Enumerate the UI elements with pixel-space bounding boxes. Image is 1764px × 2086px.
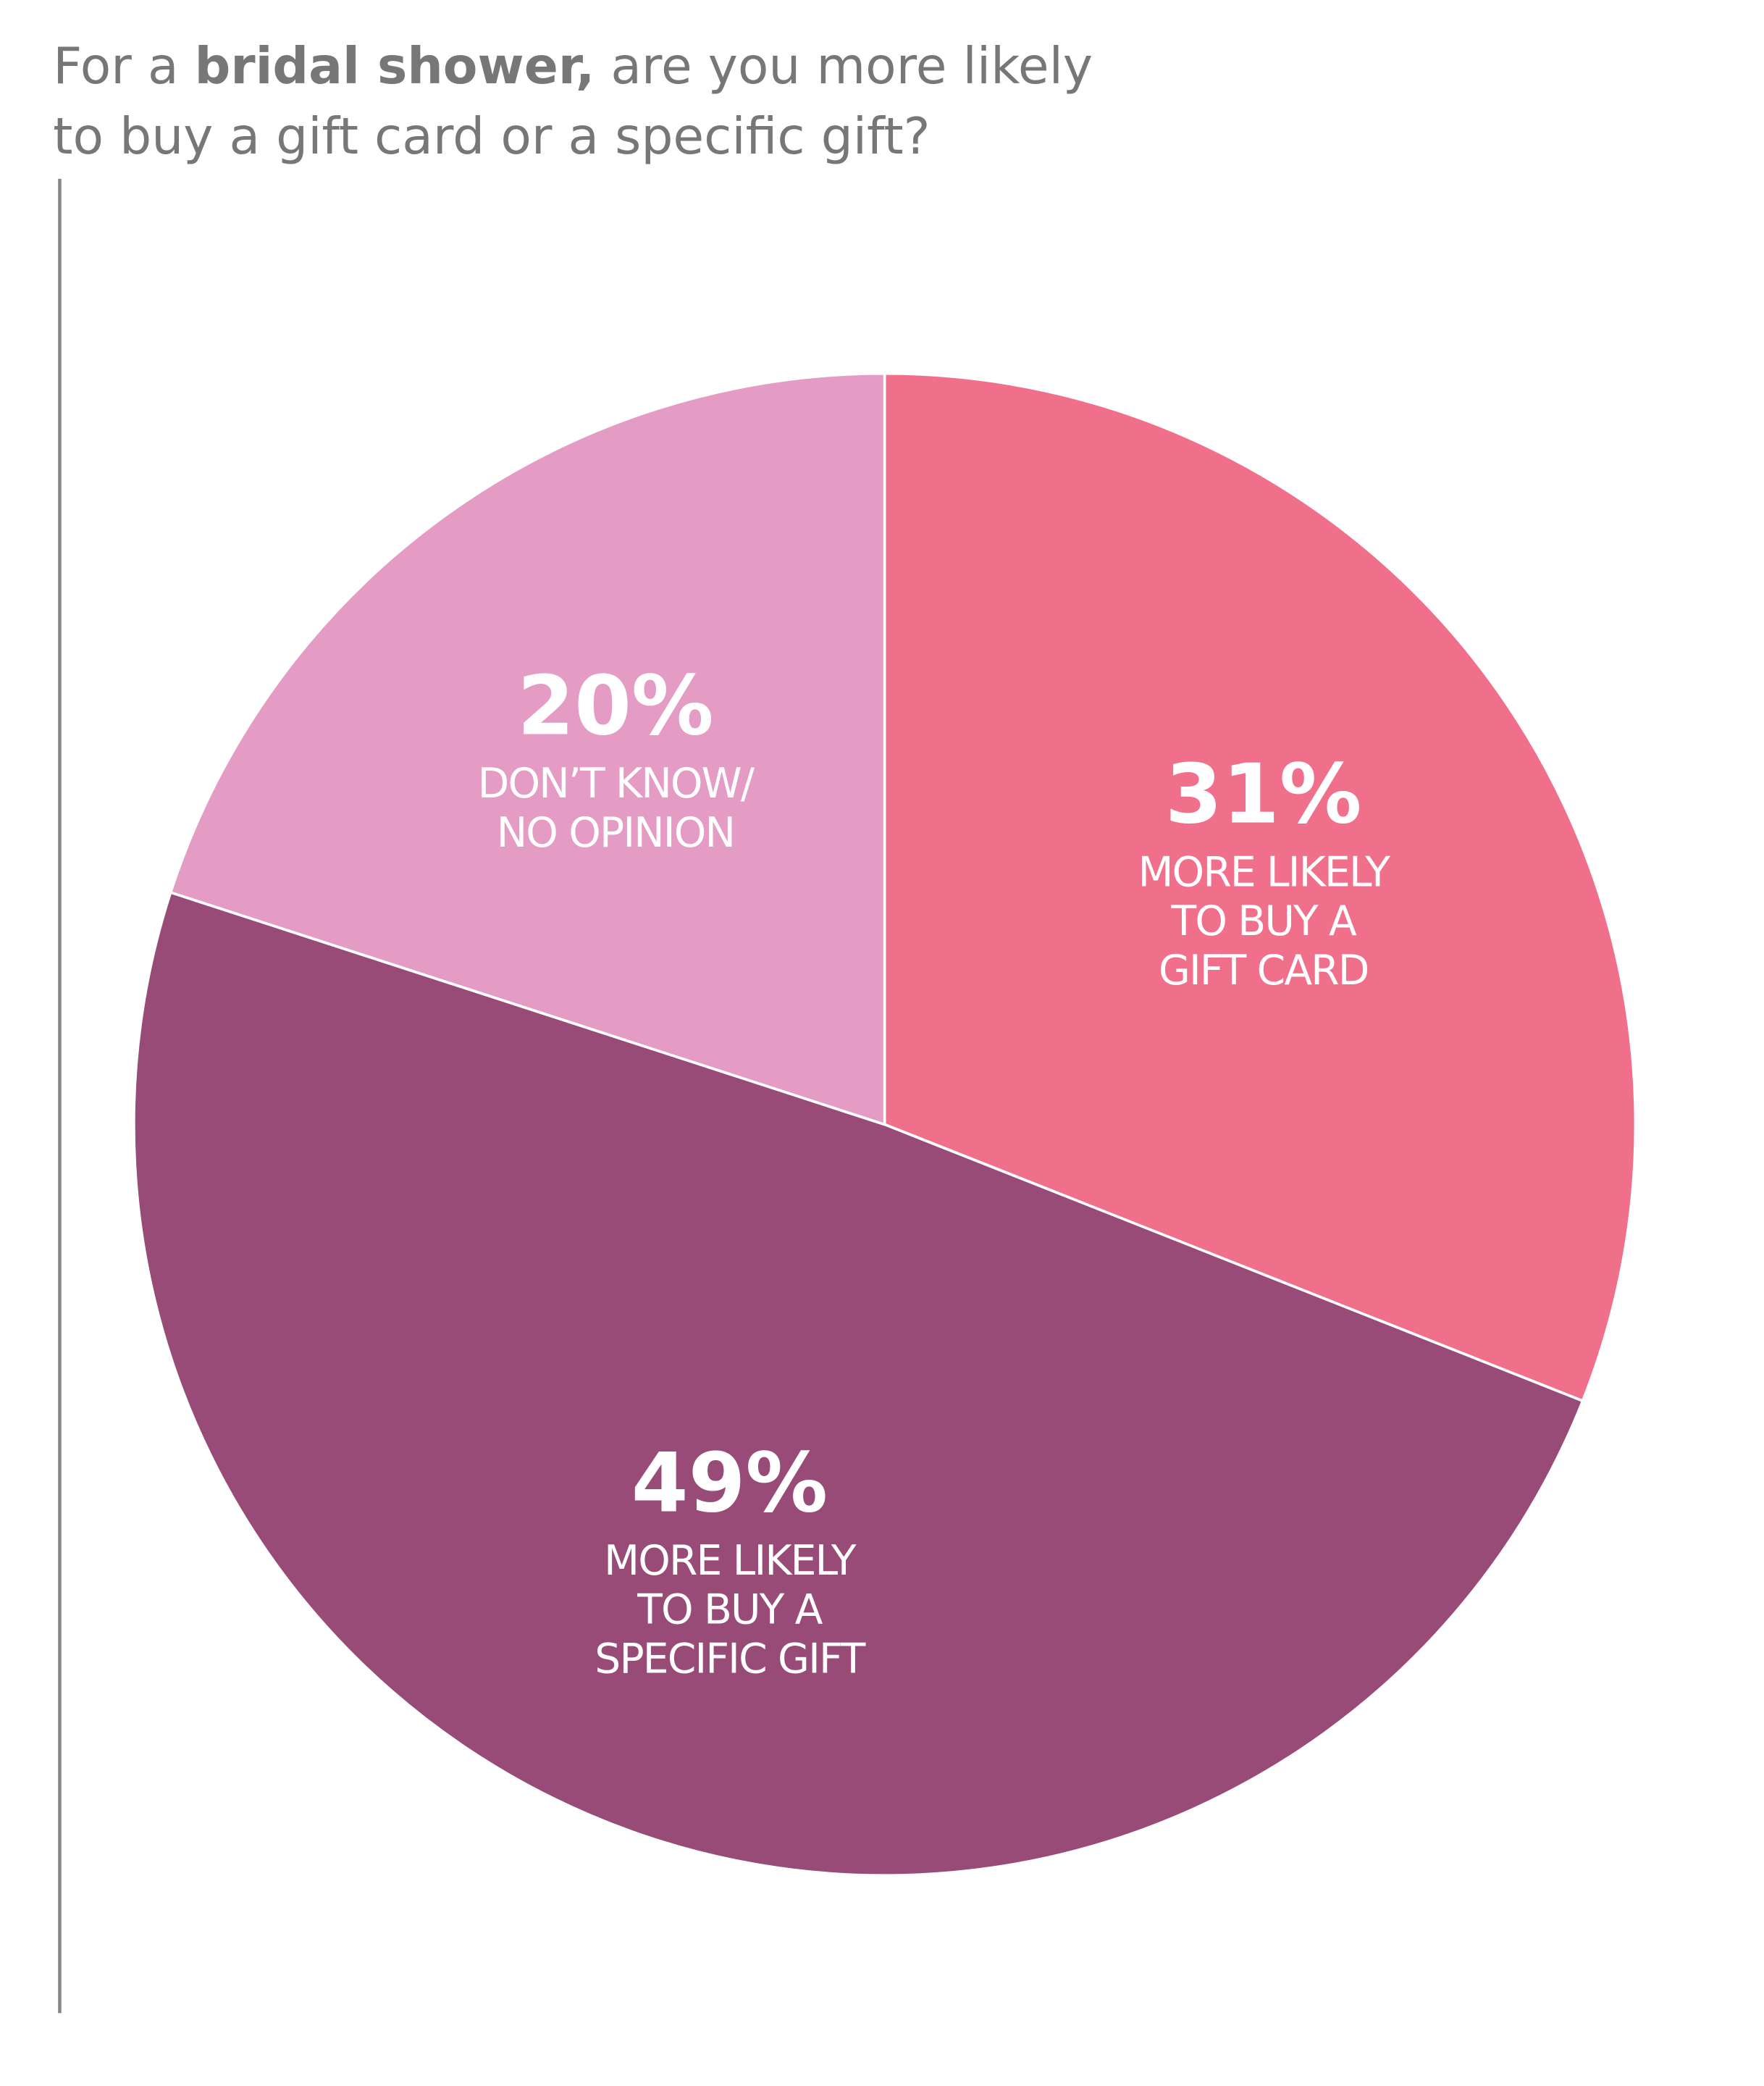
pie-slice	[169, 372, 886, 1126]
title-text: For a	[53, 38, 194, 96]
category-label: SPECIFIC GIFT	[595, 1635, 865, 1683]
category-label: DON’T KNOW/	[478, 760, 755, 808]
title-line: to buy a gift card or a specific gift?	[53, 108, 930, 166]
value-label: 49%	[631, 1435, 828, 1530]
title-text: to buy a gift card or a specific gift?	[53, 108, 930, 166]
category-label: MORE LIKELY	[1138, 848, 1390, 896]
pie-slice	[883, 372, 1637, 1403]
value-label: 31%	[1165, 747, 1361, 842]
category-label: MORE LIKELY	[604, 1537, 857, 1585]
title-text: are you more likely	[595, 38, 1093, 96]
pie-slice	[133, 890, 1585, 1877]
category-label: TO BUY A	[1171, 897, 1357, 945]
category-label: GIFT CARD	[1159, 947, 1369, 994]
category-label: NO OPINION	[497, 809, 734, 857]
title-bold: bridal shower,	[195, 38, 595, 96]
chart-title: For a bridal shower, are you more likely…	[53, 38, 1093, 166]
category-label: TO BUY A	[637, 1586, 823, 1634]
value-label: 20%	[517, 658, 713, 753]
title-line: For a bridal shower, are you more likely	[53, 38, 1093, 96]
